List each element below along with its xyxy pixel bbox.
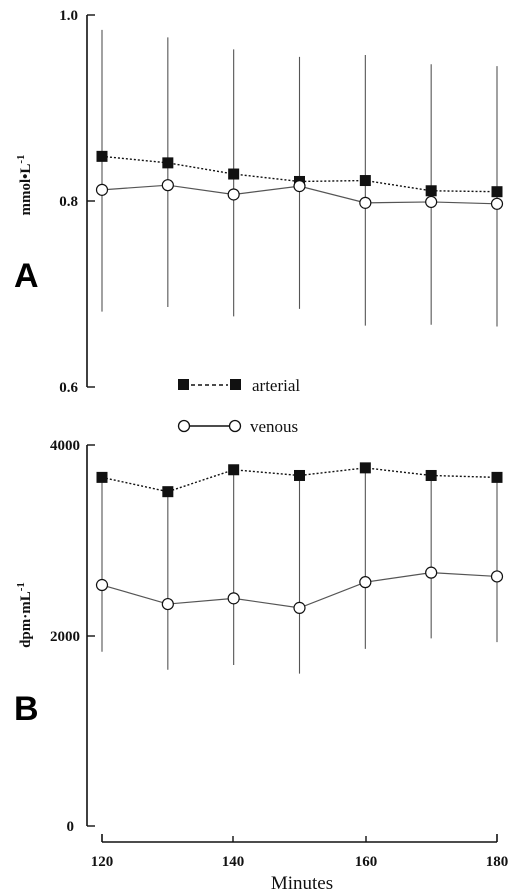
panel-b-arterial-point [425, 469, 437, 481]
panel-b-y-axis-label-exp: -1 [15, 582, 27, 591]
panel-b-ytick-label-top: 4000 [50, 438, 80, 454]
panel-b-y-axis-label: dpm·mL-1 [15, 582, 34, 648]
panel-a: 1.0 0.8 0.6 mmol•L-1 A [14, 8, 504, 396]
panel-b-venous-point [359, 576, 372, 589]
x-tick-label-120: 120 [91, 854, 114, 870]
panel-b-arterial-point [359, 462, 371, 474]
x-tick-label-160: 160 [355, 854, 378, 870]
panel-a-ytick-label-top: 1.0 [59, 8, 78, 24]
panel-b: 4000 2000 0 dpm·mL-1 B 120 140 160 180 M… [14, 438, 508, 894]
legend-arterial-marker-left [178, 379, 189, 390]
panel-a-arterial-point [425, 185, 437, 197]
panel-a-ytick-label-mid: 0.8 [59, 194, 78, 210]
legend-venous-marker-left [177, 419, 191, 433]
panel-a-ytick-label-bottom: 0.6 [59, 380, 78, 396]
panel-a-venous-point [359, 196, 372, 209]
panel-b-plot [95, 462, 504, 674]
panel-a-arterial-point [228, 168, 240, 180]
legend-venous-label: venous [250, 417, 298, 436]
panel-a-venous-point [490, 197, 504, 210]
panel-a-plot [95, 29, 504, 327]
panel-b-arterial-point [228, 464, 240, 476]
panel-a-venous-point [425, 195, 438, 209]
panel-b-ytick-label-mid: 2000 [50, 629, 80, 645]
panel-b-venous-point [425, 566, 438, 579]
panel-a-arterial-point [96, 150, 108, 162]
panel-a-arterial-point [359, 175, 371, 187]
panel-b-arterial-point [294, 469, 305, 481]
panel-b-venous-point [227, 592, 240, 605]
panel-b-arterial-point [491, 471, 503, 483]
panel-a-y-axis-label-main: mmol•L [18, 164, 34, 216]
panel-a-venous-point [95, 183, 109, 196]
panel-b-label: B [14, 690, 39, 728]
panel-a-arterial-point [491, 186, 503, 198]
panel-a-arterial-point [162, 157, 174, 169]
x-axis-label: Minutes [271, 873, 333, 894]
panel-a-y-axis-label: mmol•L-1 [15, 154, 34, 215]
panel-a-venous-point [227, 188, 240, 201]
panel-b-venous-point [293, 601, 306, 614]
panel-a-venous-point [293, 180, 306, 193]
panel-b-arterial-point [96, 471, 108, 483]
panel-b-arterial-point [162, 486, 174, 498]
panel-b-ytick-label-bottom: 0 [67, 819, 75, 835]
legend-venous-marker-right [228, 419, 242, 433]
legend-arterial-label: arterial [252, 376, 300, 395]
panel-b-venous-point [490, 570, 504, 583]
panel-a-label: A [14, 257, 39, 295]
panel-b-venous-point [161, 597, 174, 611]
x-tick-label-140: 140 [222, 854, 245, 870]
panel-b-y-axis-label-main: dpm·mL [18, 591, 34, 648]
panel-b-venous-point [95, 578, 109, 592]
panel-a-venous-point [161, 179, 174, 192]
x-tick-label-180: 180 [486, 854, 509, 870]
legend: arterial venous [177, 376, 300, 436]
panel-a-y-axis-label-exp: -1 [15, 154, 27, 163]
legend-arterial-marker-right [230, 379, 241, 390]
